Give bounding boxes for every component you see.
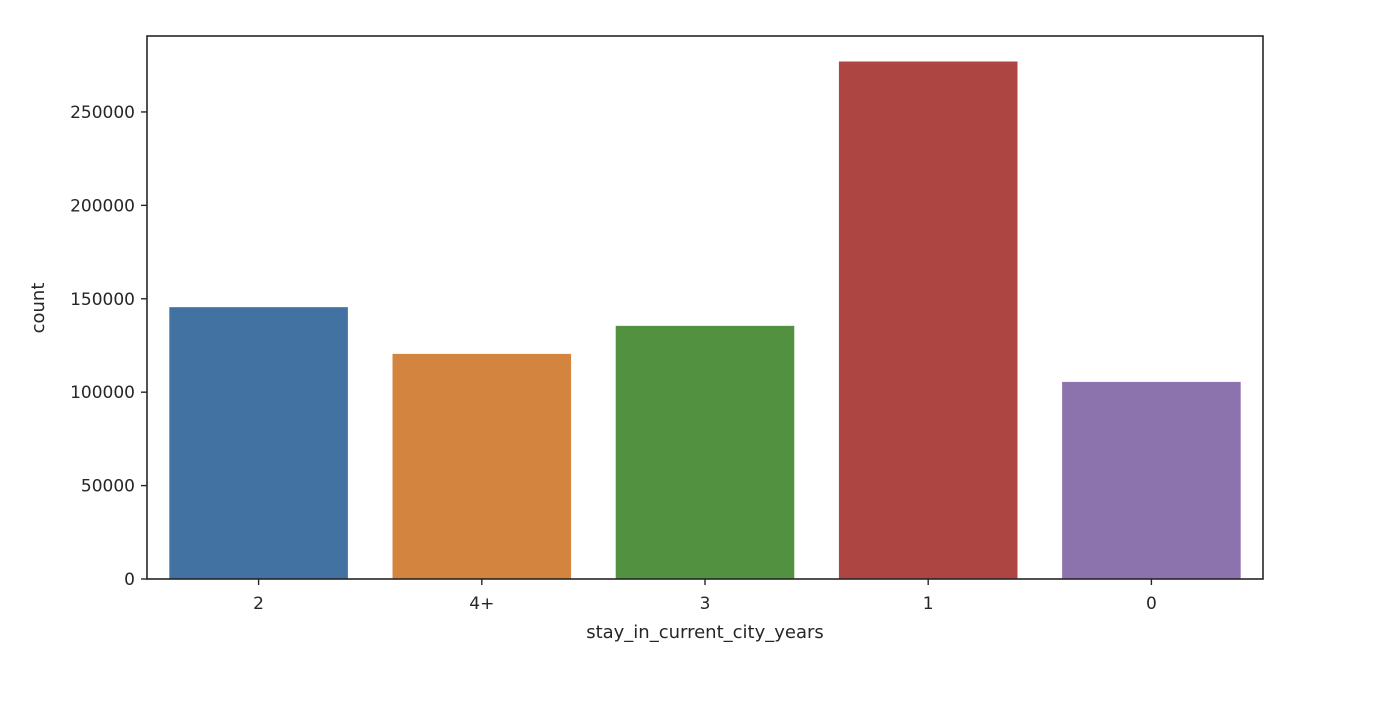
bar-2 bbox=[169, 307, 348, 579]
bar-4+ bbox=[392, 353, 572, 579]
x-tick-label: 2 bbox=[253, 594, 264, 614]
y-tick-label: 0 bbox=[124, 570, 135, 590]
bar-0 bbox=[1062, 381, 1241, 579]
y-tick-label: 150000 bbox=[70, 290, 135, 310]
bar-3 bbox=[615, 325, 795, 579]
bars-group bbox=[169, 61, 1241, 580]
y-tick-label: 50000 bbox=[81, 477, 135, 497]
y-axis-ticks: 0 50000 100000 150000 200000 250000 bbox=[70, 103, 147, 590]
x-tick-label: 3 bbox=[700, 594, 711, 614]
x-tick-label: 0 bbox=[1146, 594, 1157, 614]
x-tick-label: 4+ bbox=[469, 594, 494, 614]
x-axis-ticks: 2 4+ 3 1 0 bbox=[253, 579, 1157, 614]
y-tick-label: 100000 bbox=[70, 383, 135, 403]
y-tick-label: 200000 bbox=[70, 196, 135, 216]
plot-frame bbox=[146, 35, 1264, 580]
x-tick-label: 1 bbox=[923, 594, 934, 614]
y-tick-label: 250000 bbox=[70, 103, 135, 123]
x-axis-title: stay_in_current_city_years bbox=[586, 622, 824, 643]
bar-1 bbox=[838, 61, 1018, 580]
y-axis-title: count bbox=[28, 283, 49, 334]
